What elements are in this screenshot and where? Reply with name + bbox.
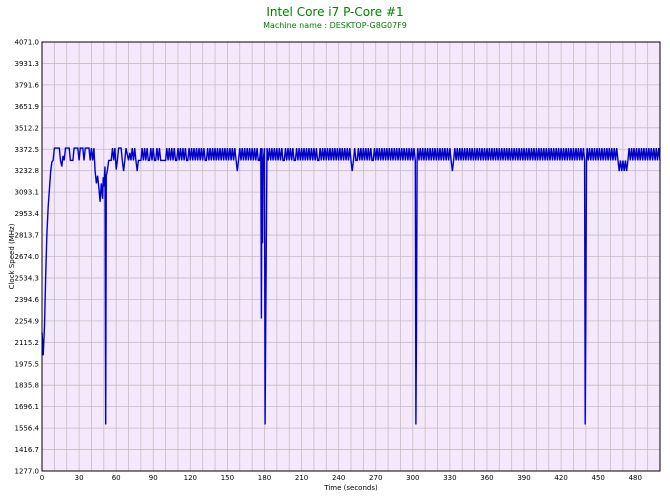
y-tick-label: 2534.3: [15, 274, 40, 282]
x-tick-label: 180: [258, 474, 271, 482]
y-tick-label: 1835.8: [15, 382, 40, 390]
y-tick-label: 2254.9: [15, 317, 40, 325]
y-tick-label: 2674.0: [15, 253, 40, 261]
y-tick-label: 3931.3: [15, 60, 40, 68]
chart-subtitle: Machine name : DESKTOP-G8G07F9: [263, 21, 407, 30]
x-tick-label: 90: [149, 474, 158, 482]
x-tick-label: 360: [480, 474, 493, 482]
x-tick-label: 270: [369, 474, 382, 482]
y-tick-label: 3093.1: [15, 189, 40, 197]
plot-border: [41, 41, 661, 472]
x-axis-label: Time (seconds): [323, 484, 378, 492]
x-tick-label: 150: [221, 474, 234, 482]
y-tick-label: 3512.2: [15, 124, 40, 132]
x-tick-label: 330: [443, 474, 456, 482]
x-tick-label: 450: [592, 474, 605, 482]
x-tick-label: 300: [406, 474, 419, 482]
y-tick-label: 4071.0: [15, 39, 40, 47]
y-tick-label: 1975.5: [15, 360, 40, 368]
x-tick-label: 480: [629, 474, 642, 482]
x-tick-label: 30: [75, 474, 84, 482]
y-tick-label: 3791.6: [15, 81, 40, 89]
y-tick-label: 3372.5: [15, 146, 40, 154]
x-tick-label: 210: [295, 474, 308, 482]
y-tick-label: 2115.2: [15, 339, 40, 347]
x-tick-label: 0: [40, 474, 44, 482]
grid-lines: [41, 41, 661, 472]
y-tick-label: 2953.4: [15, 210, 40, 218]
y-tick-label: 2813.7: [15, 232, 40, 240]
y-tick-label: 1277.0: [15, 468, 40, 476]
series-line: [41, 147, 661, 425]
x-tick-label: 240: [332, 474, 345, 482]
y-tick-label: 2394.6: [15, 296, 40, 304]
x-tick-label: 420: [554, 474, 567, 482]
y-tick-label: 3651.9: [15, 103, 40, 111]
y-tick-label: 1556.4: [15, 425, 40, 433]
y-axis-ticks: 1277.0 1416.7 1556.4 1696.1 1835.8 1975.5 2115…: [15, 39, 40, 476]
x-tick-label: 390: [517, 474, 530, 482]
x-tick-label: 120: [184, 474, 197, 482]
y-tick-label: 1696.1: [15, 403, 40, 411]
y-tick-label: 3232.8: [15, 167, 40, 175]
x-axis-ticks: 0 30 60 90 120 150 180 210 240 270 300 330 360 390 420…: [40, 474, 642, 482]
chart-title: Intel Core i7 P-Core #1: [266, 5, 404, 19]
y-axis-label: Clock Speed (MHz): [8, 223, 16, 289]
y-tick-label: 1416.7: [15, 446, 40, 454]
x-tick-label: 60: [112, 474, 121, 482]
